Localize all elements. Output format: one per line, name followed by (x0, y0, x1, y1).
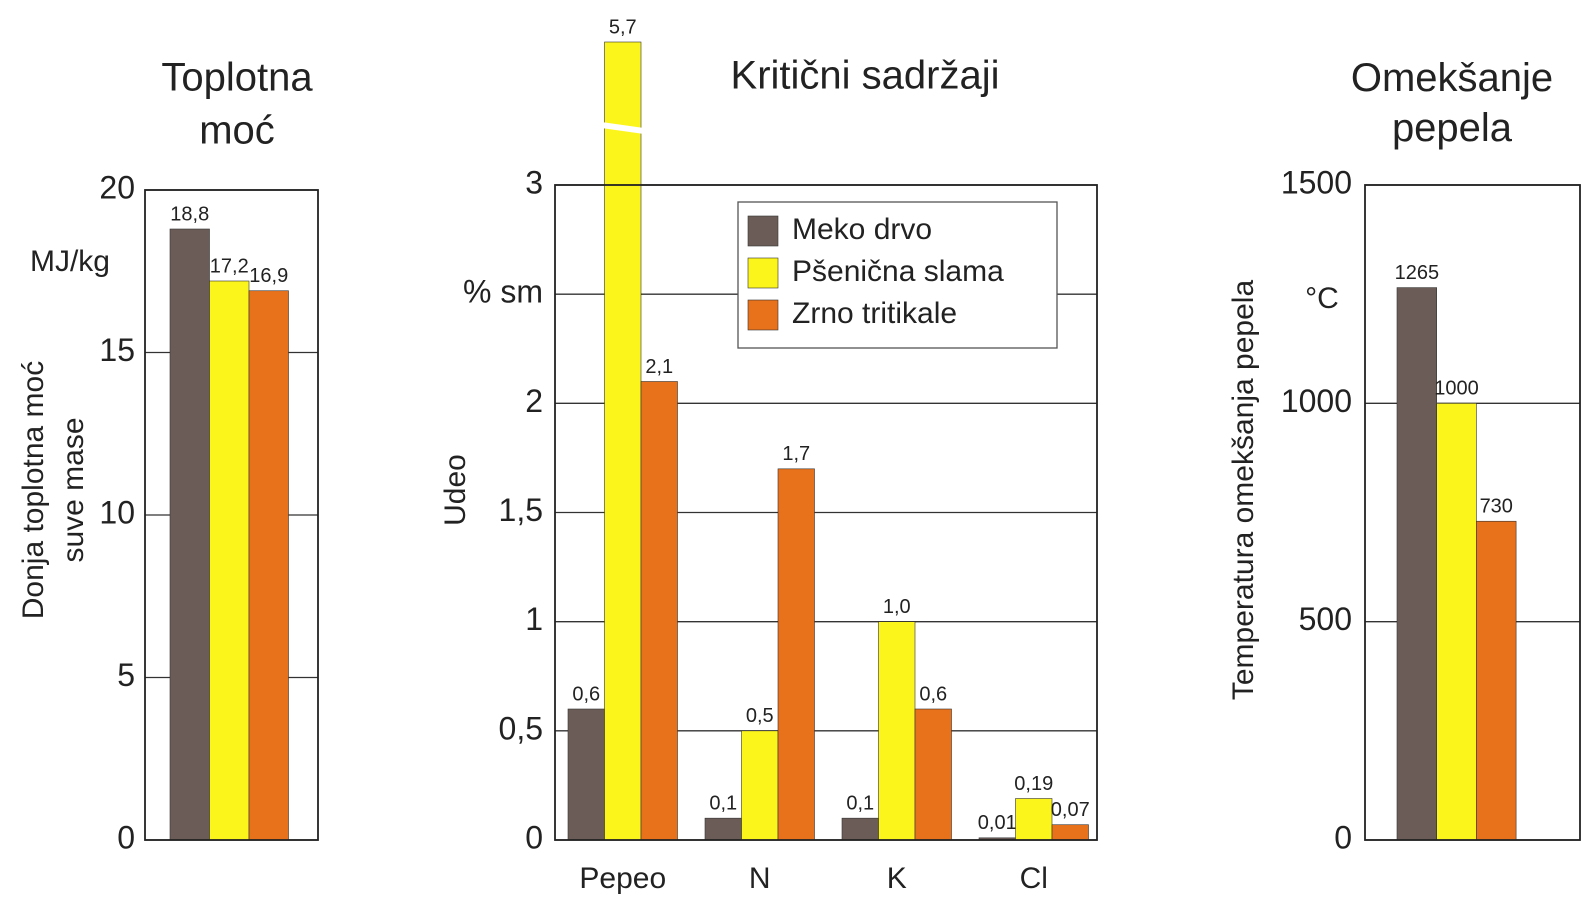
chart-title: Kritični sadržaji (731, 54, 1000, 98)
bar (1436, 403, 1477, 841)
legend-swatch (747, 299, 779, 331)
y-tick-label: 0,5 (499, 710, 543, 746)
value-label: 0,1 (709, 792, 737, 814)
value-label: 0,5 (746, 705, 774, 727)
legend-swatch (747, 257, 779, 289)
value-label: 18,8 (170, 203, 209, 225)
value-label: 0,07 (1051, 799, 1090, 821)
value-label: 0,01 (978, 812, 1017, 834)
value-label: 17,2 (210, 255, 249, 277)
bar (878, 621, 916, 841)
y-tick-label: 0 (117, 819, 135, 855)
axis-break (601, 122, 644, 134)
value-label: 1,7 (782, 443, 810, 465)
y-tick-label: 1 (525, 601, 543, 637)
y-tick-label: 1,5 (499, 492, 543, 528)
bar (209, 280, 250, 841)
y-tick-label: 0 (1334, 819, 1352, 855)
y-tick-label: 0 (525, 819, 543, 855)
x-tick-label: K (887, 862, 907, 895)
y-unit: MJ/kg (30, 245, 110, 278)
bar (1396, 287, 1438, 841)
y-tick-label: 15 (99, 332, 135, 368)
y-tick-label: 1000 (1281, 383, 1352, 419)
y-axis-label: Donja toplotna moć suve mase (17, 361, 90, 620)
value-label: 2,1 (645, 356, 673, 378)
bar (248, 290, 289, 841)
bar (567, 708, 605, 841)
x-tick-label: Pepeo (579, 862, 666, 895)
y-tick-label: 500 (1299, 601, 1352, 637)
legend-box (737, 201, 1058, 349)
plot-frame (1364, 184, 1581, 841)
y-tick-label: 20 (99, 169, 135, 205)
y-tick-label: 1500 (1281, 164, 1352, 200)
bar (1051, 824, 1089, 841)
y-tick-label: 3 (525, 164, 543, 200)
y-unit: °C (1305, 282, 1339, 315)
bar (914, 708, 952, 841)
y-tick-label: 5 (117, 657, 135, 693)
chart-title: Omekšanje pepela (1351, 56, 1553, 150)
legend-label: Zrno tritikale (792, 297, 957, 330)
y-axis-label: Udeo (439, 454, 472, 526)
bar (704, 817, 742, 841)
x-tick-label: N (749, 862, 771, 895)
bar (741, 730, 779, 841)
value-label: 0,19 (1014, 773, 1053, 795)
y-tick-label: % sm (463, 274, 543, 310)
value-label: 16,9 (249, 265, 288, 287)
bar (604, 41, 642, 841)
legend-swatch (747, 215, 779, 247)
value-label: 1265 (1395, 262, 1440, 284)
chart-title: Toplotna moć (161, 55, 313, 152)
bar (777, 468, 815, 841)
value-label: 0,6 (919, 683, 947, 705)
value-label: 730 (1480, 496, 1513, 518)
value-label: 0,1 (846, 792, 874, 814)
value-label: 1000 (1434, 378, 1479, 400)
value-label: 5,7 (609, 16, 637, 38)
plot-frame (554, 184, 1098, 841)
y-tick-label: 10 (99, 494, 135, 530)
value-label: 1,0 (883, 596, 911, 618)
value-label: 0,6 (572, 683, 600, 705)
legend-label: Meko drvo (792, 213, 932, 246)
y-tick-label: 2 (525, 383, 543, 419)
legend-label: Pšenična slama (792, 255, 1004, 288)
bar (640, 381, 678, 841)
bar (841, 817, 879, 841)
x-tick-label: Cl (1020, 862, 1048, 895)
y-axis-label: Temperatura omekšanja pepela (1227, 280, 1260, 701)
plot-frame (144, 189, 319, 841)
bar (169, 228, 210, 841)
bar (1015, 798, 1053, 841)
bar (1476, 520, 1517, 841)
